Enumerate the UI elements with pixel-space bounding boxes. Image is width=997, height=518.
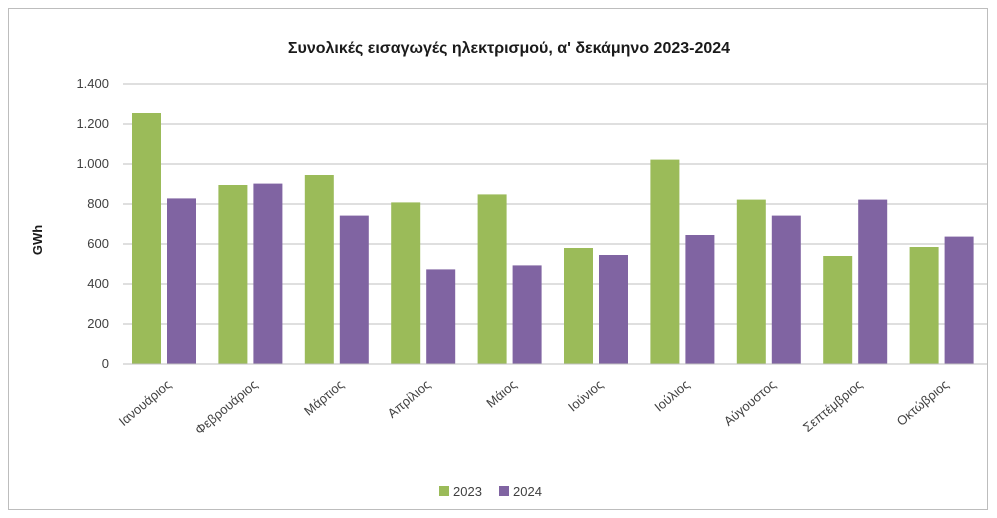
x-category-label: Απρίλιος: [385, 377, 434, 421]
x-category-label: Ιούλιος: [651, 377, 692, 415]
bar-2023-4: [391, 202, 421, 364]
y-tick-label: 0: [102, 356, 109, 371]
x-category-label: Οκτώβριος: [894, 377, 952, 429]
legend-label: 2024: [513, 484, 542, 499]
y-tick-label: 600: [87, 236, 109, 251]
chart-frame: Συνολικές εισαγωγές ηλεκτρισμού, α' δεκά…: [8, 8, 988, 510]
bar-2023-7: [650, 159, 680, 364]
bar-2024-10: [944, 236, 974, 364]
bar-2024-9: [858, 199, 888, 364]
bar-2024-5: [512, 265, 542, 364]
y-tick-label: 800: [87, 196, 109, 211]
y-tick-label: 200: [87, 316, 109, 331]
legend-label: 2023: [453, 484, 482, 499]
x-category-label: Αύγουστος: [721, 377, 779, 429]
x-category-label: Μάιος: [483, 377, 519, 411]
bar-2023-8: [736, 199, 766, 364]
legend-swatch-2023: [439, 486, 449, 496]
bar-2023-9: [823, 256, 853, 364]
bar-2023-6: [564, 248, 593, 364]
bar-chart: Συνολικές εισαγωγές ηλεκτρισμού, α' δεκά…: [30, 40, 987, 499]
bar-2024-4: [426, 269, 456, 364]
x-category-label: Ιανουάριος: [116, 377, 174, 429]
bar-2024-3: [339, 215, 369, 364]
bar-2024-7: [685, 235, 715, 364]
x-category-label: Φεβρουάριος: [192, 377, 260, 438]
bar-2024-1: [167, 198, 196, 364]
bar-2024-8: [771, 215, 801, 364]
chart-title: Συνολικές εισαγωγές ηλεκτρισμού, α' δεκά…: [288, 40, 730, 57]
bar-2024-2: [253, 183, 283, 364]
bar-2023-2: [218, 185, 248, 364]
x-category-label: Ιούνιος: [565, 377, 606, 415]
y-tick-label: 400: [87, 276, 109, 291]
bar-2023-3: [304, 175, 334, 364]
bar-2023-1: [132, 113, 161, 364]
bars: [132, 113, 974, 364]
bar-2023-5: [477, 194, 507, 364]
y-axis-ticks: 0 200 400 600 800 1.000 1.200 1.400: [76, 76, 109, 371]
gridlines: [123, 83, 987, 325]
x-category-label: Μάρτιος: [301, 377, 347, 419]
y-tick-label: 1.000: [76, 156, 109, 171]
bar-2024-6: [599, 255, 628, 364]
x-category-label: Σεπτέμβριος: [800, 377, 865, 435]
legend-swatch-2024: [499, 486, 509, 496]
y-tick-label: 1.400: [76, 76, 109, 91]
legend: 2023 2024: [439, 484, 542, 499]
y-tick-label: 1.200: [76, 116, 109, 131]
y-axis-title: GWh: [30, 225, 45, 255]
x-axis-categories: Ιανουάριος Φεβρουάριος Μάρτιος Απρίλιος Μάιο…: [116, 377, 952, 438]
bar-2023-10: [909, 247, 939, 364]
